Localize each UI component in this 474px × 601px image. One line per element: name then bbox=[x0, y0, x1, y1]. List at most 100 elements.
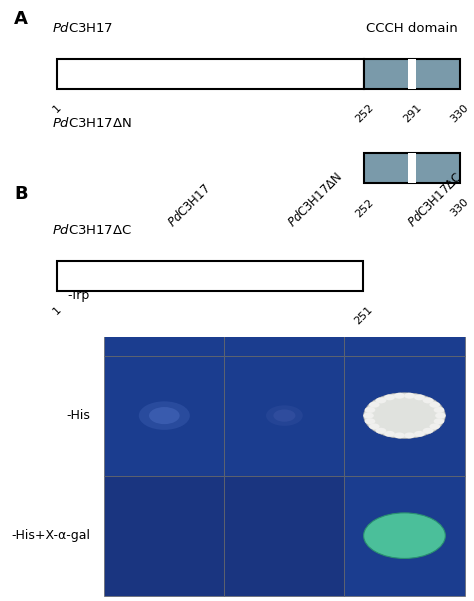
Ellipse shape bbox=[404, 433, 415, 438]
Text: -His+X-α-gal: -His+X-α-gal bbox=[11, 529, 90, 542]
Ellipse shape bbox=[390, 275, 397, 279]
Text: 252: 252 bbox=[353, 103, 375, 125]
Ellipse shape bbox=[139, 401, 190, 430]
Ellipse shape bbox=[123, 298, 134, 305]
Text: A: A bbox=[14, 10, 28, 28]
Ellipse shape bbox=[364, 393, 445, 438]
Ellipse shape bbox=[435, 413, 446, 418]
Text: 330: 330 bbox=[449, 103, 471, 124]
Ellipse shape bbox=[375, 397, 386, 403]
Ellipse shape bbox=[404, 393, 415, 398]
Ellipse shape bbox=[288, 313, 294, 317]
Ellipse shape bbox=[412, 275, 419, 279]
Bar bbox=[104, 236, 224, 356]
Text: -His: -His bbox=[66, 409, 90, 422]
Ellipse shape bbox=[366, 293, 373, 297]
Ellipse shape bbox=[414, 431, 425, 437]
Text: 252: 252 bbox=[353, 197, 375, 219]
Ellipse shape bbox=[368, 287, 375, 291]
Ellipse shape bbox=[191, 281, 201, 287]
Ellipse shape bbox=[174, 311, 185, 318]
Ellipse shape bbox=[309, 307, 315, 310]
Text: 291: 291 bbox=[401, 103, 423, 125]
Ellipse shape bbox=[134, 276, 145, 282]
Ellipse shape bbox=[264, 276, 270, 280]
Ellipse shape bbox=[164, 313, 175, 320]
Ellipse shape bbox=[369, 402, 380, 407]
Text: 1: 1 bbox=[51, 305, 63, 317]
Ellipse shape bbox=[315, 300, 321, 304]
Text: 330: 330 bbox=[449, 197, 471, 219]
Ellipse shape bbox=[196, 293, 208, 299]
Text: $\it{Pd}$C3H17: $\it{Pd}$C3H17 bbox=[52, 22, 113, 35]
Ellipse shape bbox=[154, 313, 164, 320]
Bar bbox=[224, 356, 345, 475]
Ellipse shape bbox=[373, 282, 380, 286]
Ellipse shape bbox=[183, 276, 195, 282]
Ellipse shape bbox=[309, 281, 315, 284]
Ellipse shape bbox=[154, 272, 164, 278]
Ellipse shape bbox=[121, 272, 207, 319]
Ellipse shape bbox=[123, 287, 134, 293]
Bar bbox=[224, 236, 345, 356]
Ellipse shape bbox=[429, 402, 440, 407]
Ellipse shape bbox=[394, 393, 405, 398]
Ellipse shape bbox=[434, 407, 444, 413]
Ellipse shape bbox=[434, 418, 444, 424]
Ellipse shape bbox=[264, 311, 270, 314]
Ellipse shape bbox=[423, 428, 433, 434]
Ellipse shape bbox=[248, 300, 254, 304]
Text: 251: 251 bbox=[352, 305, 374, 326]
Ellipse shape bbox=[373, 305, 380, 309]
Text: $\it{Pd}$C3H17ΔC: $\it{Pd}$C3H17ΔC bbox=[52, 224, 132, 237]
Ellipse shape bbox=[429, 305, 436, 309]
Text: CCCH domain: CCCH domain bbox=[366, 22, 458, 35]
Ellipse shape bbox=[369, 424, 380, 429]
Ellipse shape bbox=[421, 310, 428, 313]
Ellipse shape bbox=[401, 274, 408, 278]
Ellipse shape bbox=[436, 293, 443, 297]
Bar bbox=[345, 475, 465, 596]
Text: -Trp: -Trp bbox=[68, 289, 90, 302]
Ellipse shape bbox=[254, 307, 260, 310]
Ellipse shape bbox=[381, 310, 387, 313]
Bar bbox=[224, 475, 345, 596]
Bar bbox=[408, 59, 416, 89]
Ellipse shape bbox=[401, 313, 408, 317]
Text: 1: 1 bbox=[51, 103, 63, 115]
Bar bbox=[364, 59, 460, 89]
Ellipse shape bbox=[121, 293, 132, 299]
Ellipse shape bbox=[195, 298, 206, 305]
Ellipse shape bbox=[127, 281, 138, 287]
Bar bbox=[104, 356, 224, 475]
Ellipse shape bbox=[366, 274, 443, 317]
Ellipse shape bbox=[434, 299, 441, 304]
Ellipse shape bbox=[299, 311, 305, 314]
Ellipse shape bbox=[246, 274, 323, 317]
Bar bbox=[345, 356, 465, 475]
Ellipse shape bbox=[414, 394, 425, 400]
Ellipse shape bbox=[434, 287, 441, 291]
Ellipse shape bbox=[246, 294, 252, 297]
Ellipse shape bbox=[183, 308, 195, 314]
Ellipse shape bbox=[423, 397, 433, 403]
Ellipse shape bbox=[273, 409, 295, 422]
Bar bbox=[408, 153, 416, 183]
Ellipse shape bbox=[368, 299, 375, 304]
Ellipse shape bbox=[275, 313, 281, 317]
Ellipse shape bbox=[384, 431, 395, 437]
Bar bbox=[104, 475, 224, 596]
Ellipse shape bbox=[363, 413, 374, 418]
Ellipse shape bbox=[248, 287, 254, 290]
Bar bbox=[364, 153, 460, 183]
Ellipse shape bbox=[299, 276, 305, 280]
Ellipse shape bbox=[266, 405, 303, 426]
Ellipse shape bbox=[254, 281, 260, 284]
Bar bbox=[57, 261, 363, 291]
Ellipse shape bbox=[364, 513, 445, 558]
Ellipse shape bbox=[195, 287, 206, 293]
Ellipse shape bbox=[429, 282, 436, 286]
Text: $\it{Pd}$C3H17: $\it{Pd}$C3H17 bbox=[164, 182, 213, 230]
Text: B: B bbox=[14, 185, 28, 203]
Ellipse shape bbox=[275, 274, 281, 278]
